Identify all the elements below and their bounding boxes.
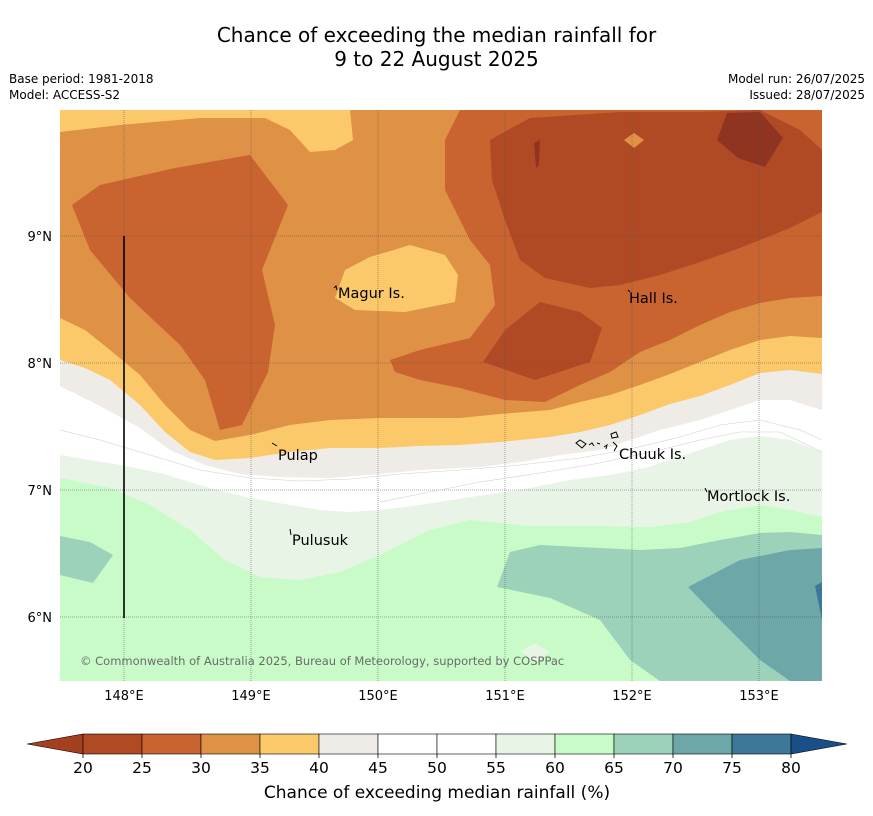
lon-axis: 148°E 149°E 150°E 151°E 152°E 153°E [104, 689, 779, 704]
colorbar: 20 25 30 35 40 45 50 55 60 65 70 75 80 Chance of exc… [26, 733, 848, 803]
label-pulap: Pulap [278, 448, 318, 464]
contour-lines [59, 419, 823, 503]
band-under-20-b [534, 140, 540, 168]
base-period: Base period: 1981-2018 [9, 72, 154, 86]
meta-right: Model run: 26/07/2025 Issued: 28/07/2025 [728, 71, 865, 103]
colorbar-cell [554, 733, 615, 755]
colorbar-cell [436, 733, 497, 755]
band-55-60-islet [520, 643, 550, 662]
lon-label: 152°E [612, 689, 652, 704]
model-run: Model run: 26/07/2025 [727, 72, 865, 86]
lon-label: 148°E [104, 689, 144, 704]
band-65-70-west [60, 536, 113, 583]
colorbar-cell [82, 733, 143, 755]
chart-title-line2: 9 to 22 August 2025 [334, 47, 539, 71]
colorbar-tick-label: 70 [663, 759, 683, 777]
band-35-40-magur [335, 245, 458, 312]
band-under-20-a [717, 112, 783, 167]
label-chuuk: Chuuk Is. [619, 447, 686, 463]
colorbar-tick-label: 55 [486, 759, 506, 777]
colorbar-tick-label: 60 [545, 759, 565, 777]
lon-label: 151°E [485, 689, 525, 704]
colorbar-cell [200, 733, 261, 755]
lat-axis: 9°N 8°N 7°N 6°N [28, 230, 53, 626]
label-magur: Magur Is. [338, 286, 405, 302]
colorbar-ticks: 20 25 30 35 40 45 50 55 60 65 70 75 80 [73, 754, 801, 777]
colorbar-tick-label: 25 [132, 759, 152, 777]
label-pulusuk: Pulusuk [292, 533, 349, 549]
map-contours [60, 110, 822, 681]
colorbar-tick-label: 80 [781, 759, 801, 777]
label-hall: Hall Is. [629, 291, 678, 307]
issued-date: Issued: 28/07/2025 [749, 88, 865, 102]
colorbar-tick-label: 20 [73, 759, 93, 777]
colorbar-under-arrow [26, 733, 84, 755]
colorbar-cell [613, 733, 674, 755]
lat-label: 9°N [28, 230, 53, 245]
colorbar-cell [672, 733, 733, 755]
lon-label: 149°E [231, 689, 271, 704]
lon-label: 150°E [358, 689, 398, 704]
colorbar-tick-label: 30 [191, 759, 211, 777]
meta-left: Base period: 1981-2018 Model: ACCESS-S2 [9, 71, 154, 103]
lat-label: 7°N [28, 484, 53, 499]
lat-label: 8°N [28, 357, 53, 372]
chart-title-line1: Chance of exceeding the median rainfall … [216, 23, 657, 47]
label-mortlock: Mortlock Is. [707, 489, 790, 505]
colorbar-tick-label: 65 [604, 759, 624, 777]
band-25-30-west [72, 155, 288, 430]
band-75-80 [815, 582, 822, 620]
colorbar-label: Chance of exceeding median rainfall (%) [264, 783, 610, 803]
colorbar-tick-label: 50 [427, 759, 447, 777]
model-name: Model: ACCESS-S2 [9, 88, 121, 102]
colorbar-tick-label: 40 [309, 759, 329, 777]
colorbar-cell [259, 733, 320, 755]
colorbar-tick-label: 75 [722, 759, 742, 777]
lon-label: 153°E [739, 689, 779, 704]
colorbar-tick-label: 35 [250, 759, 270, 777]
band-under-20-c [624, 133, 644, 148]
colorbar-tick-label: 45 [368, 759, 388, 777]
colorbar-cell [377, 733, 438, 755]
island-shapes [271, 285, 708, 536]
colorbar-over-arrow [790, 733, 848, 755]
band-35-40-top [60, 110, 353, 152]
colorbar-cells [82, 733, 792, 755]
band-70-75 [688, 548, 822, 681]
colorbar-cell [141, 733, 202, 755]
copyright-text: © Commonwealth of Australia 2025, Bureau… [80, 654, 564, 668]
lat-label: 6°N [28, 611, 53, 626]
colorbar-cell [318, 733, 379, 755]
band-20-25-south [483, 302, 602, 380]
colorbar-cell [731, 733, 792, 755]
colorbar-cell [495, 733, 556, 755]
